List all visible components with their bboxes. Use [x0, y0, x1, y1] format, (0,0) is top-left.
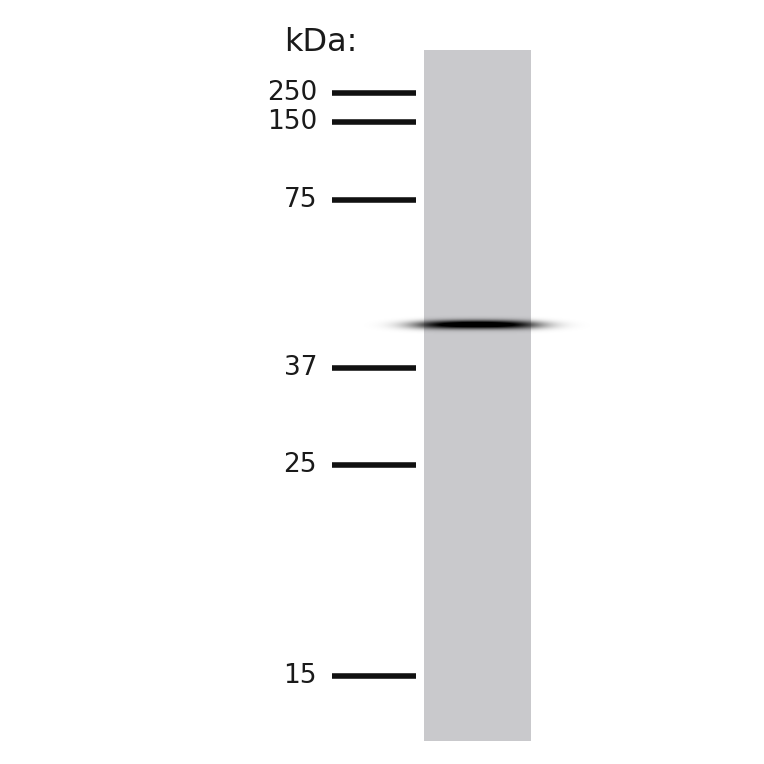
Text: kDa:: kDa:	[284, 27, 358, 57]
Text: 15: 15	[283, 663, 317, 689]
Text: 250: 250	[267, 80, 317, 106]
Text: 25: 25	[283, 452, 317, 478]
Bar	[424, 50, 531, 741]
Text: 37: 37	[283, 355, 317, 381]
Text: 150: 150	[267, 109, 317, 135]
Text: 75: 75	[283, 187, 317, 213]
